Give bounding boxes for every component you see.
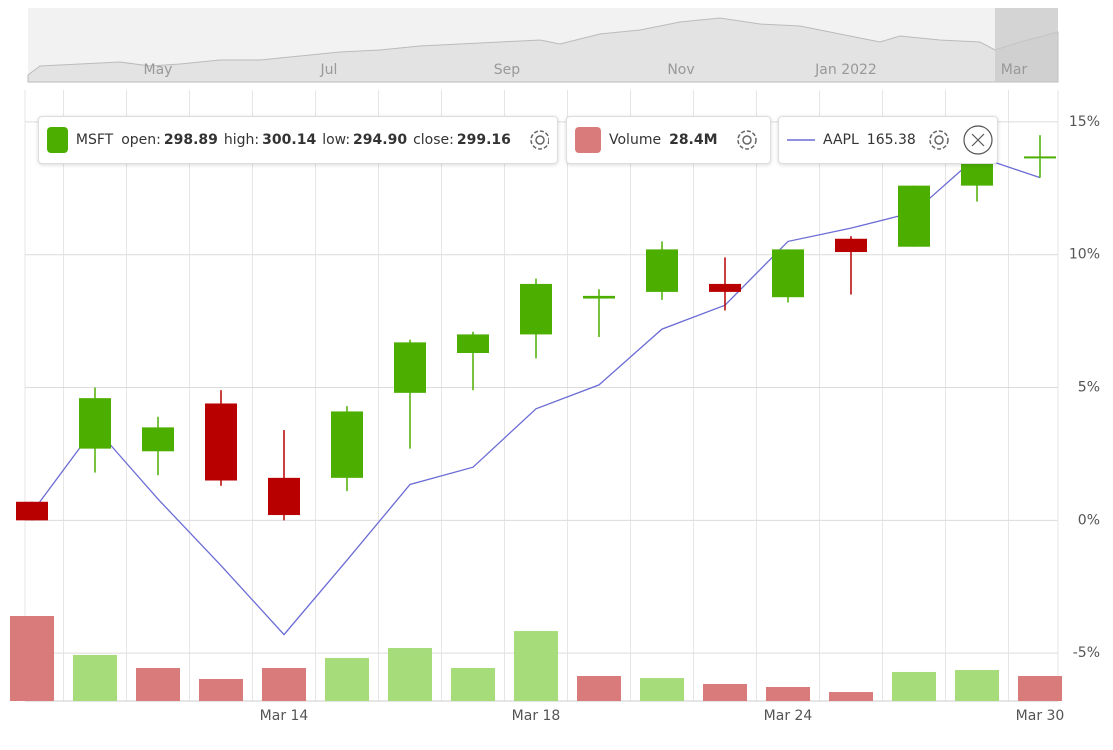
volume-bar [640, 678, 684, 701]
volume-bar [136, 668, 180, 701]
candle-body [709, 283, 741, 292]
candle-body [646, 249, 678, 292]
legend-field-value: 300.14 [262, 132, 317, 148]
settings-icon[interactable] [732, 125, 762, 155]
legend-field-label: close: [413, 132, 454, 148]
x-tick-label: Mar 30 [1016, 708, 1065, 724]
navigator-label: Sep [494, 62, 521, 78]
volume-bar [766, 687, 810, 701]
legend-fields: open: 298.89 high: 300.14 low: 294.90 close: 29… [121, 132, 517, 148]
volume-bar [829, 692, 873, 701]
y-tick-label: 0% [1078, 512, 1100, 528]
navigator-label: Nov [667, 62, 694, 78]
legend-msft: MSFT open: 298.89 high: 300.14 low: 294.90 clo… [38, 116, 558, 164]
legend-field-label: low: [322, 132, 351, 148]
navigator-label: Jan 2022 [814, 62, 877, 78]
candle-body [772, 249, 804, 298]
legend-swatch [47, 127, 68, 153]
candle-body [457, 334, 489, 353]
legend-name: Volume [609, 132, 662, 148]
candle-body [583, 295, 615, 299]
volume-bar [199, 679, 243, 701]
volume-bar [892, 671, 936, 701]
candle-body [394, 342, 426, 393]
candle-body [268, 477, 300, 516]
navigator-label: May [144, 62, 173, 78]
volume-bar [955, 670, 999, 701]
volume-bar [10, 615, 54, 701]
candle-body [142, 427, 174, 452]
x-tick-label: Mar 24 [764, 708, 813, 724]
volume-bar [514, 631, 558, 701]
volume-bar [388, 648, 432, 701]
legend-value: 28.4M [669, 132, 718, 148]
legend-field-value: 299.16 [456, 132, 511, 148]
legend-swatch [575, 127, 601, 153]
candle-body [205, 403, 237, 481]
legend-field-value: 298.89 [163, 132, 218, 148]
x-tick-label: Mar 14 [260, 708, 309, 724]
navigator-label: Jul [320, 62, 338, 78]
volume-bar [262, 668, 306, 701]
candle-body [1024, 156, 1056, 159]
legend-name: MSFT [75, 132, 114, 148]
navigator-area [27, 17, 1059, 83]
candle-body [520, 283, 552, 335]
candle-body [331, 411, 363, 478]
x-tick-label: Mar 18 [512, 708, 561, 724]
y-tick-label: 10% [1069, 247, 1100, 263]
close-button[interactable] [962, 124, 994, 156]
volume-bar [325, 657, 369, 701]
navigator-label: Mar [1001, 62, 1028, 78]
volume-bar [73, 654, 117, 701]
legend-field-label: high: [223, 132, 260, 148]
candle-body [835, 238, 867, 253]
settings-icon[interactable] [924, 125, 954, 155]
settings-icon[interactable] [525, 125, 549, 155]
volume-bar [1018, 676, 1062, 701]
volume-bar [577, 676, 621, 701]
candle-body [898, 185, 930, 247]
volume-bar [451, 668, 495, 701]
navigator-window[interactable] [995, 8, 1058, 82]
y-tick-label: 5% [1078, 380, 1100, 396]
legend-value: 165.38 [866, 132, 916, 148]
legend-field-value: 294.90 [353, 132, 408, 148]
legend-field-label: open: [121, 132, 161, 148]
aapl-line [31, 155, 1041, 636]
candle-body [79, 398, 111, 449]
legend-aapl: AAPL 165.38 [778, 116, 998, 164]
legend-swatch [787, 139, 815, 141]
legend-name: AAPL [823, 132, 859, 148]
y-tick-label: 15% [1069, 114, 1100, 130]
volume-bar [703, 684, 747, 701]
candle-body [16, 501, 48, 521]
legend-volume: Volume 28.4M [566, 116, 771, 164]
y-tick-label: -5% [1073, 645, 1100, 661]
